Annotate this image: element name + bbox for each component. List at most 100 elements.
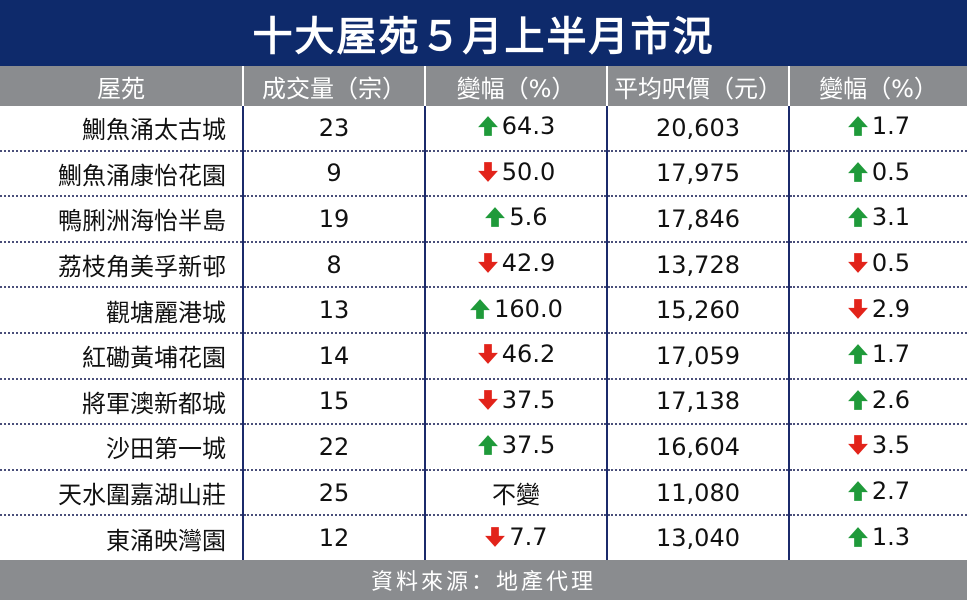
volume-change: 42.9 [424,241,607,289]
volume-change-value: 37.5 [501,431,556,460]
price-change: 0.5 [788,150,967,198]
header-row: 屋苑 成交量（宗） 變幅（%） 平均呎價（元） 變幅（%） [0,66,967,106]
up-arrow-icon [477,435,498,456]
table-row: 沙田第一城 22 37.5 16,604 3.5 [0,424,967,471]
estate-name: 沙田第一城 [0,424,243,471]
source-note: 資料來源：地產代理 [0,559,967,600]
table-row: 鰂魚涌太古城 23 64.3 20,603 1.7 [0,106,967,152]
volume-value: 13 [242,287,425,334]
table-row: 紅磡黃埔花園 14 46.2 17,059 1.7 [0,332,967,380]
volume-change-value: 5.6 [509,203,548,232]
price-change: 3.1 [788,196,967,243]
volume-value: 23 [242,106,425,152]
volume-change-value: 不變 [492,481,540,510]
avg-price-value: 15,260 [606,287,789,334]
up-arrow-icon [470,298,491,319]
volume-value: 15 [242,378,425,426]
market-table: 屋苑 成交量（宗） 變幅（%） 平均呎價（元） 變幅（%） 鰂魚涌太古城 23 64… [0,66,967,560]
table-row: 鰂魚涌康怡花園 9 50.0 17,975 0.5 [0,150,967,198]
down-arrow-icon [485,526,506,547]
price-change-value: 2.6 [871,385,911,414]
price-change-value: 3.5 [871,431,911,460]
avg-price-value: 13,040 [606,515,789,560]
volume-change-value: 64.3 [501,112,556,141]
price-change-value: 1.3 [871,522,911,551]
volume-change: 7.7 [424,515,607,560]
price-change: 3.5 [788,424,967,471]
up-arrow-icon [477,116,498,137]
avg-price-value: 17,138 [606,378,789,426]
estate-name: 鰂魚涌太古城 [0,106,243,152]
volume-change: 5.6 [424,196,607,243]
price-change: 0.5 [788,241,967,289]
price-change: 2.9 [788,287,967,334]
up-arrow-icon [848,389,868,410]
up-arrow-icon [848,116,868,137]
volume-change: 37.5 [424,378,607,426]
volume-change: 37.5 [424,424,607,471]
up-arrow-icon [848,344,868,365]
estate-name: 鰂魚涌康怡花園 [0,150,243,198]
volume-change: 160.0 [424,287,607,334]
page-title: 十大屋苑５月上半月市況 [0,0,967,66]
volume-change-value: 42.9 [501,249,556,278]
price-change: 1.7 [788,106,967,152]
volume-change: 50.0 [424,150,607,198]
avg-price-value: 17,846 [606,196,789,243]
up-arrow-icon [848,526,868,547]
volume-change: 46.2 [424,332,607,380]
estate-name: 鴨脷洲海怡半島 [0,196,243,243]
avg-price-value: 17,975 [606,150,789,198]
up-arrow-icon [848,161,868,182]
volume-change: 64.3 [424,106,607,152]
price-change-value: 0.5 [871,249,911,278]
volume-change-value: 50.0 [501,157,556,186]
volume-value: 19 [242,196,425,243]
estate-name: 將軍澳新都城 [0,378,243,426]
table-row: 東涌映灣園 12 7.7 13,040 1.3 [0,515,967,560]
price-change: 1.3 [788,515,967,560]
col-header-volume-change: 變幅（%） [424,66,607,106]
up-arrow-icon [485,207,506,228]
table-row: 鴨脷洲海怡半島 19 5.6 17,846 3.1 [0,196,967,243]
down-arrow-icon [477,161,498,182]
col-header-avg-price: 平均呎價（元） [606,66,789,106]
estate-name: 天水圍嘉湖山莊 [0,469,243,517]
volume-change-value: 46.2 [501,340,556,369]
price-change: 2.7 [788,469,967,517]
estate-name: 東涌映灣園 [106,526,226,555]
volume-value: 9 [242,150,425,198]
up-arrow-icon [848,207,868,228]
volume-change-value: 160.0 [494,294,563,323]
down-arrow-icon [848,298,868,319]
price-change-value: 1.7 [871,340,911,369]
down-arrow-icon [848,253,868,273]
up-arrow-icon [848,481,868,501]
price-change: 2.6 [788,378,967,426]
estate-name: 紅磡黃埔花園 [0,332,243,380]
avg-price-value: 13,728 [606,241,789,289]
volume-value: 8 [242,241,425,289]
avg-price-value: 16,604 [606,424,789,471]
price-change: 1.7 [788,332,967,380]
price-change-value: 2.7 [871,477,911,506]
table-row: 荔枝角美孚新邨 8 42.9 13,728 0.5 [0,241,967,289]
price-change-value: 1.7 [871,112,911,141]
price-change-value: 2.9 [871,294,911,323]
volume-value: 25 [242,469,425,517]
estate-name: 觀塘麗港城 [0,287,243,334]
price-change-value: 0.5 [871,157,911,186]
estate-name: 荔枝角美孚新邨 [0,241,243,289]
table-row: 將軍澳新都城 15 37.5 17,138 2.6 [0,378,967,426]
table-row: 天水圍嘉湖山莊 25 不變 11,080 2.7 [0,469,967,517]
volume-change-value: 37.5 [501,385,556,414]
avg-price-value: 11,080 [606,469,789,517]
col-header-price-change: 變幅（%） [788,66,967,106]
volume-change: 不變 [424,469,607,517]
avg-price-value: 17,059 [606,332,789,380]
down-arrow-icon [477,389,498,410]
down-arrow-icon [848,435,868,456]
volume-value: 22 [242,424,425,471]
avg-price-value: 20,603 [606,106,789,152]
down-arrow-icon [477,344,498,365]
